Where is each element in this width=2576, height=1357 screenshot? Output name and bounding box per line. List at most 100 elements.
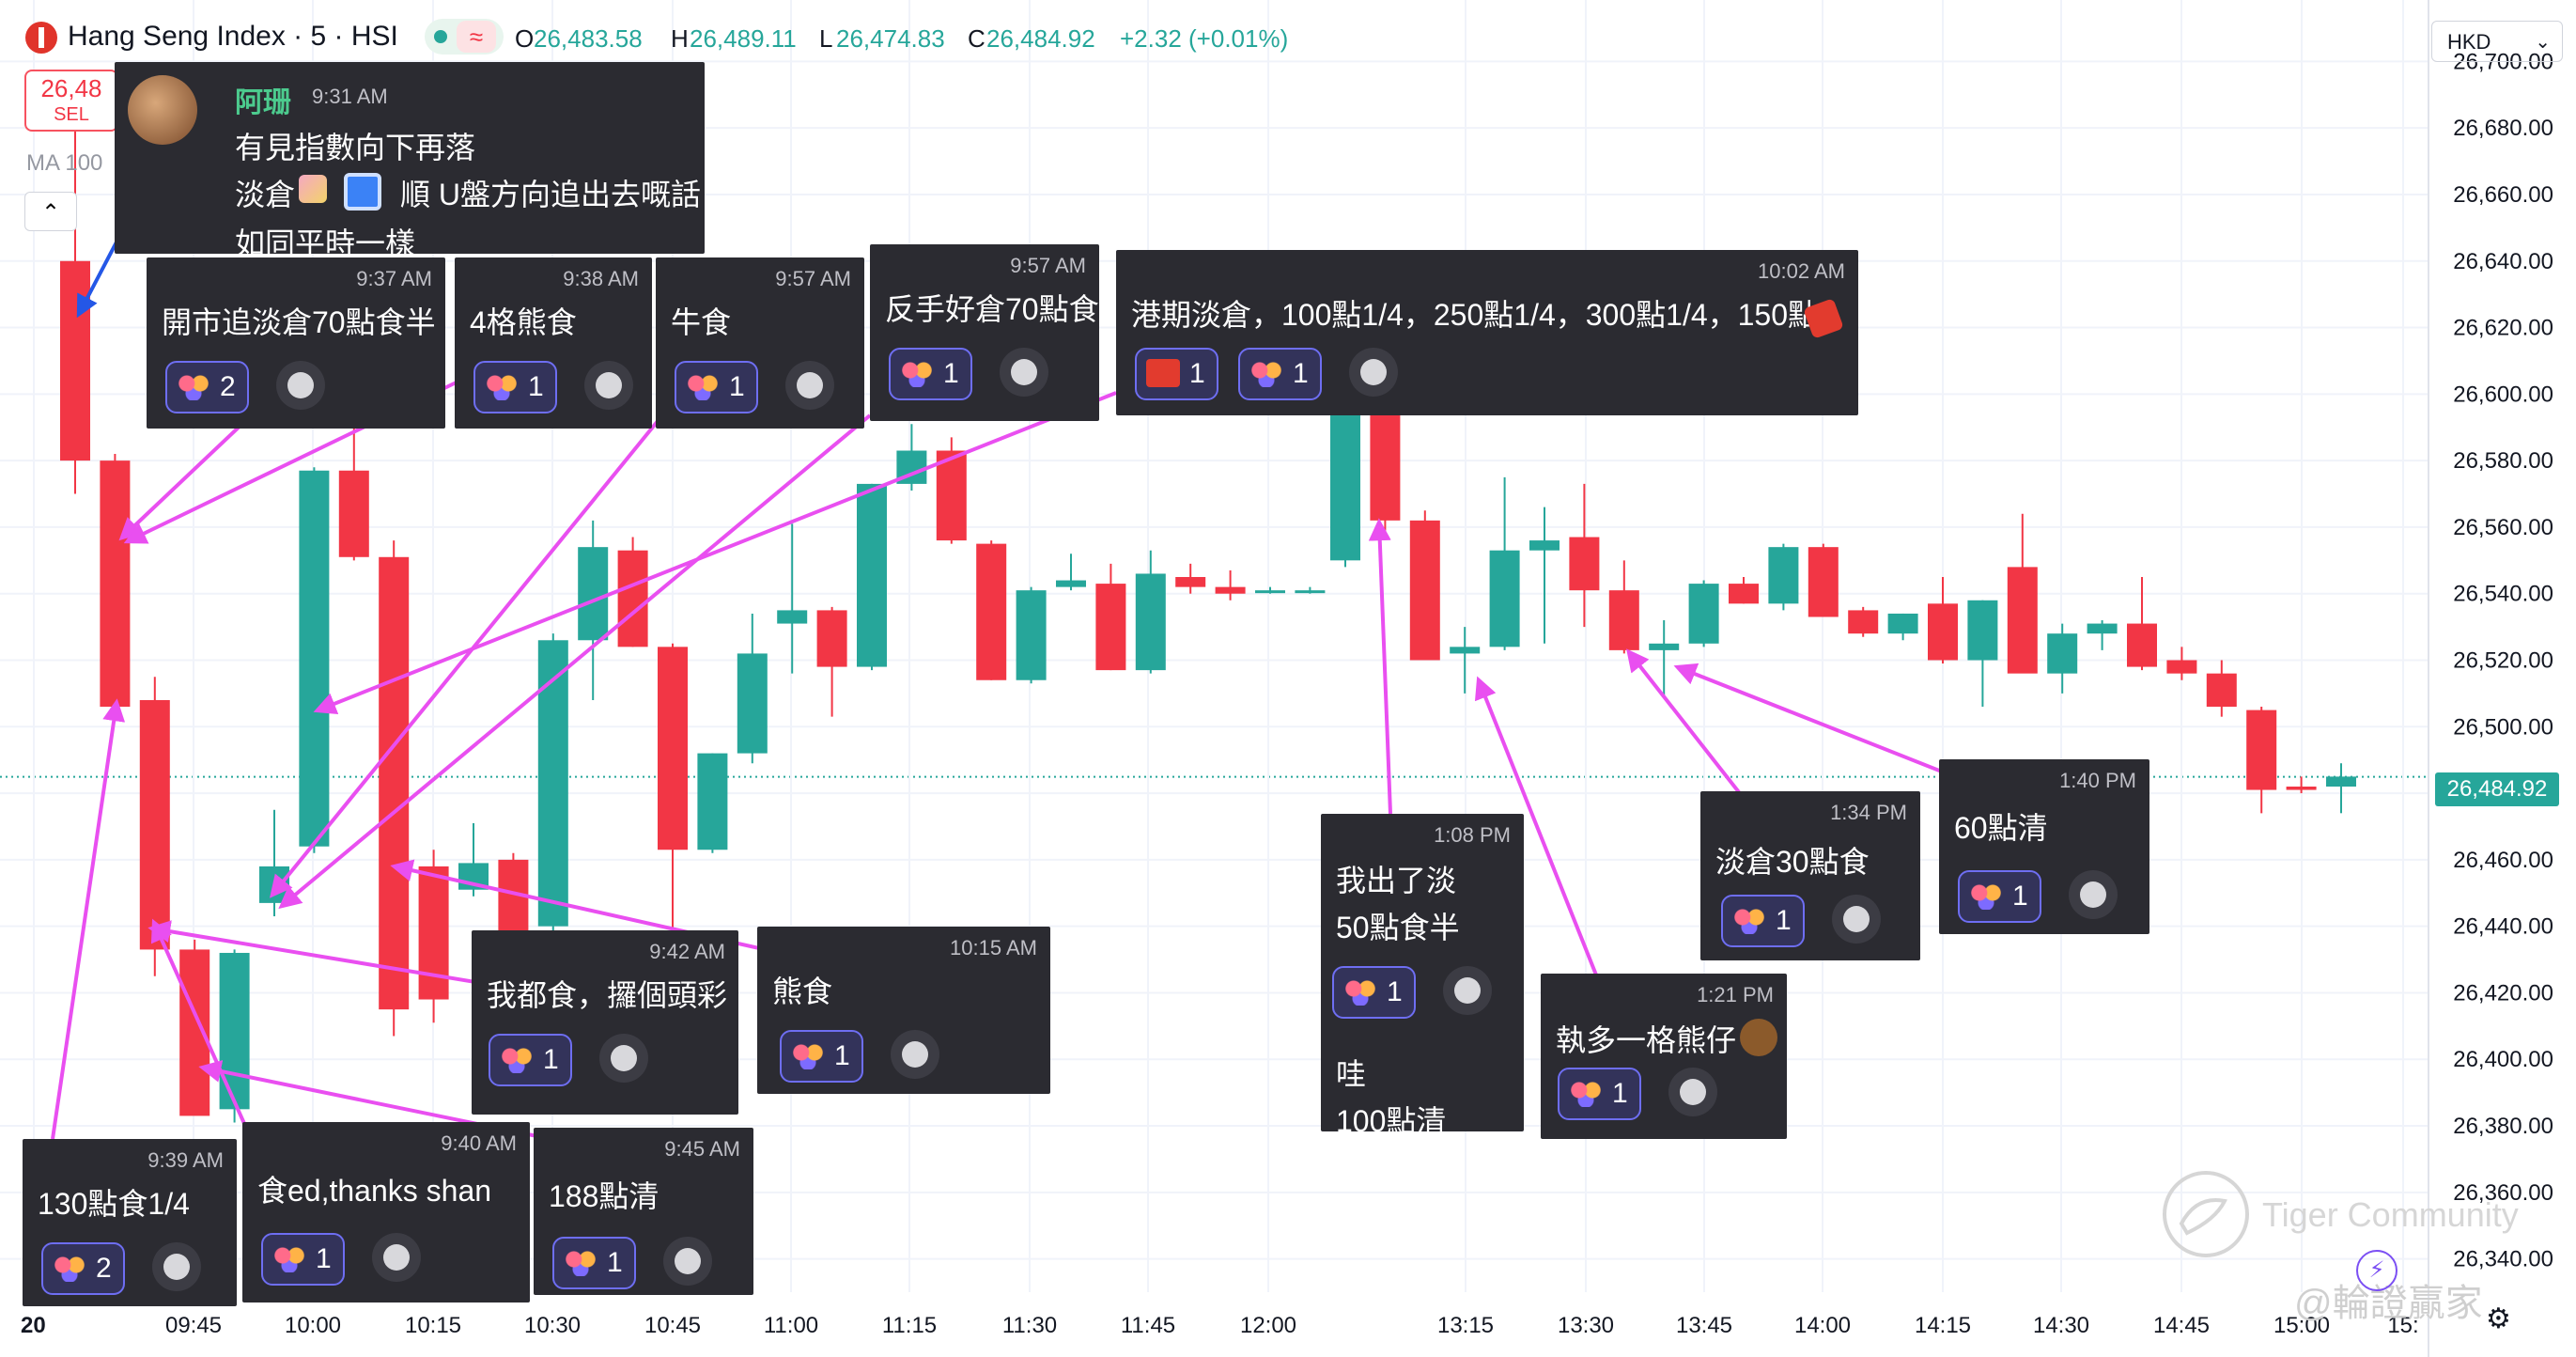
add-reaction-button[interactable] xyxy=(584,361,633,410)
smiley-icon xyxy=(675,1248,701,1274)
chat-annotation[interactable]: 9:38 AM 4格熊食 1 xyxy=(455,257,652,429)
reaction-chip[interactable]: 1 xyxy=(675,361,758,413)
add-reaction-button[interactable] xyxy=(152,1242,201,1291)
y-tick-label: 26,560.00 xyxy=(2453,515,2553,540)
add-reaction-button[interactable] xyxy=(785,361,834,410)
chat-annotation[interactable]: 9:45 AM 188點清 1 xyxy=(534,1128,753,1295)
add-reaction-button[interactable] xyxy=(1668,1068,1717,1116)
chat-annotation[interactable]: 9:40 AM 食ed,thanks shan 1 xyxy=(242,1122,530,1302)
y-tick-label: 26,600.00 xyxy=(2453,382,2553,407)
x-tick-label: 15: xyxy=(2387,1313,2418,1338)
x-tick-label: 10:15 xyxy=(405,1313,461,1338)
reaction-chip[interactable]: 1 xyxy=(1332,966,1416,1019)
x-tick-label: 11:45 xyxy=(1121,1313,1175,1338)
smiley-icon xyxy=(2080,881,2106,908)
candle-body xyxy=(697,753,728,850)
reaction-chip[interactable]: 1 xyxy=(1558,1068,1641,1120)
chat-annotation[interactable]: 9:57 AM 牛食 1 xyxy=(656,257,864,429)
reaction-chip[interactable]: 1 xyxy=(261,1233,345,1286)
x-tick-label: 14:15 xyxy=(1915,1313,1971,1338)
ohlc-low-label: L xyxy=(819,24,833,53)
message-time: 10:02 AM xyxy=(1758,259,1845,283)
candle-body xyxy=(777,610,808,624)
candle-body xyxy=(60,260,90,461)
reaction-chip[interactable]: 1 xyxy=(780,1030,863,1083)
reaction-count: 1 xyxy=(834,1040,850,1071)
chat-annotation[interactable]: 9:37 AM 開市追淡倉70點食半 2 xyxy=(147,257,445,429)
sell-price: 26,48 xyxy=(40,74,102,102)
y-tick-label: 26,420.00 xyxy=(2453,980,2553,1006)
reaction-chip[interactable]: 1 xyxy=(1721,895,1805,947)
chat-annotation[interactable]: 阿珊 9:31 AM 有見指數向下再落 淡倉 順 U盤方向追出去嘅話 如同平時一樣 xyxy=(115,62,705,260)
currency-select[interactable]: HKD ⌄ xyxy=(2431,21,2563,62)
message-text: 我都食，攞個頭彩 xyxy=(487,978,728,1012)
smiley-icon xyxy=(1360,359,1387,385)
settings-gear-icon[interactable]: ⚙ xyxy=(2486,1303,2511,1334)
reaction-chip[interactable]: 2 xyxy=(41,1242,125,1295)
author-name[interactable]: 阿珊 xyxy=(235,87,291,118)
add-reaction-button[interactable] xyxy=(663,1237,712,1286)
add-reaction-button[interactable] xyxy=(1349,348,1398,397)
reaction-count: 1 xyxy=(543,1044,559,1075)
reaction-chip[interactable]: 2 xyxy=(165,361,249,413)
lightning-icon[interactable]: ⚡ xyxy=(2356,1250,2398,1291)
candle-body xyxy=(1608,590,1639,650)
chat-annotation[interactable]: 10:15 AM 熊食 1 xyxy=(757,927,1050,1094)
add-reaction-button[interactable] xyxy=(1832,895,1881,944)
chat-annotation[interactable]: 9:39 AM 130點食1/4 2 xyxy=(23,1139,237,1306)
add-reaction-button[interactable] xyxy=(372,1233,421,1282)
chat-annotation[interactable]: 10:02 AM 港期淡倉，100點1/4，250點1/4，300點1/4，150… xyxy=(1116,250,1858,415)
ohlc-open: 26,483.58 xyxy=(534,24,643,53)
avatar[interactable] xyxy=(128,75,197,145)
candle-body xyxy=(2007,567,2038,674)
annotation-arrow xyxy=(278,413,872,910)
sell-button[interactable]: 26,48 SEL xyxy=(24,70,118,132)
reaction-chip[interactable]: 1 xyxy=(473,361,557,413)
reaction-chip[interactable]: 1 xyxy=(552,1237,636,1289)
add-reaction-button[interactable] xyxy=(891,1030,939,1079)
add-reaction-button[interactable] xyxy=(1000,348,1048,397)
candle-body xyxy=(1175,577,1206,587)
ohlc-close: 26,484.92 xyxy=(986,24,1095,53)
symbol-title[interactable]: Hang Seng Index · 5 · HSI xyxy=(68,21,398,52)
heart-bouquet-icon xyxy=(1969,881,2003,911)
collapse-legend-button[interactable]: ⌃ xyxy=(24,192,77,231)
add-reaction-button[interactable] xyxy=(2069,870,2118,919)
reaction-chip[interactable]: 1 xyxy=(889,348,972,400)
ma-indicator-label[interactable]: MA 100 xyxy=(26,150,103,176)
smiley-icon xyxy=(1454,977,1481,1004)
message-text: 港期淡倉，100點1/4，250點1/4，300點1/4，150點 xyxy=(1131,298,1819,332)
chat-annotation[interactable]: 9:57 AM 反手好倉70點食 1 xyxy=(870,244,1099,421)
message-text: 60點清 xyxy=(1954,811,2048,845)
tiger-logo-icon xyxy=(2163,1171,2249,1257)
candle-body xyxy=(976,543,1007,680)
reaction-chip[interactable]: 1 xyxy=(1958,870,2041,923)
candle-body xyxy=(1967,600,1998,661)
message-time: 9:39 AM xyxy=(147,1148,224,1172)
candle-body xyxy=(617,550,648,647)
reaction-count: 1 xyxy=(1776,905,1792,936)
x-tick-label: 13:30 xyxy=(1558,1313,1614,1338)
smiley-icon xyxy=(902,1041,928,1068)
market-status-pill[interactable]: ≈ xyxy=(425,19,504,55)
reaction-chip[interactable]: 1 xyxy=(1135,348,1218,400)
medicine-emoji-icon xyxy=(299,175,327,203)
chat-annotation[interactable]: 1:21 PM 執多一格熊仔 1 xyxy=(1541,974,1787,1139)
candle-body xyxy=(2286,787,2317,790)
x-tick-label: 14:30 xyxy=(2033,1313,2089,1338)
chat-annotation[interactable]: 1:34 PM 淡倉30點食 1 xyxy=(1700,791,1920,960)
chat-annotation[interactable]: 1:08 PM 我出了淡 50點食半哇 100點清 1 xyxy=(1321,814,1524,1138)
y-tick-label: 26,380.00 xyxy=(2453,1114,2553,1139)
message-text: 淡倉30點食 xyxy=(1715,845,1870,879)
candle-body xyxy=(100,460,131,708)
candle-body xyxy=(816,610,847,667)
candle-body xyxy=(1409,520,1440,661)
add-reaction-button[interactable] xyxy=(599,1034,648,1083)
message-text: 執多一格熊仔 xyxy=(1556,1023,1737,1057)
chat-annotation[interactable]: 1:40 PM 60點清 1 xyxy=(1939,759,2149,934)
chat-annotation[interactable]: 9:42 AM 我都食，攞個頭彩 1 xyxy=(472,930,738,1115)
reaction-chip[interactable]: 1 xyxy=(489,1034,572,1086)
add-reaction-button[interactable] xyxy=(1443,966,1492,1015)
reaction-chip[interactable]: 1 xyxy=(1238,348,1322,400)
add-reaction-button[interactable] xyxy=(276,361,325,410)
